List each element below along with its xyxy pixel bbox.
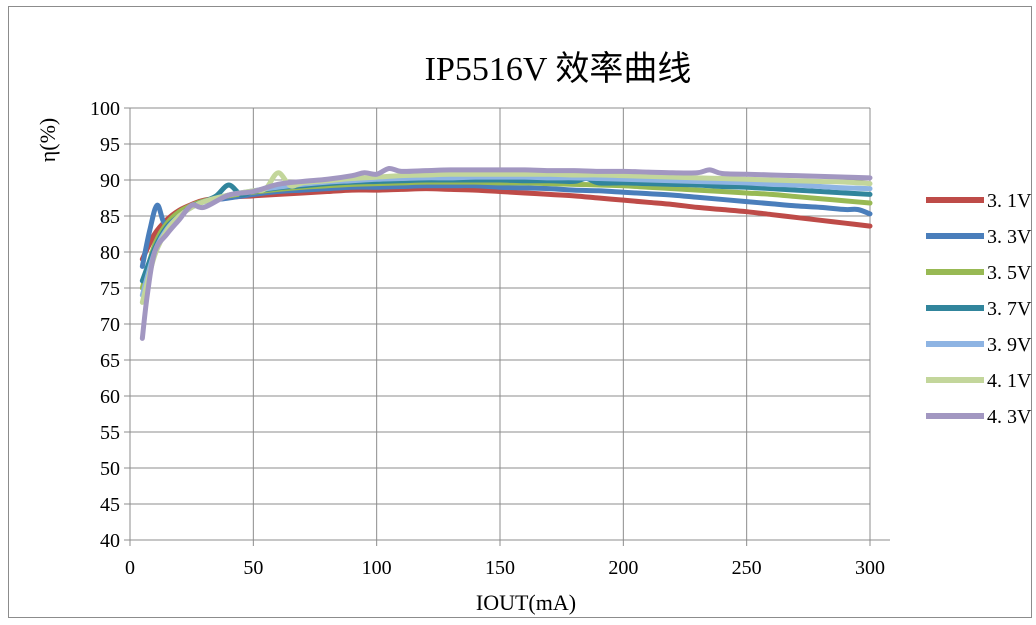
x-axis-title: IOUT(mA) xyxy=(476,590,576,615)
y-tick-label: 95 xyxy=(100,134,120,156)
legend-label: 3. 3V xyxy=(987,226,1032,248)
y-tick-label: 70 xyxy=(100,314,120,336)
series-line-1 xyxy=(139,186,873,262)
y-tick-label: 60 xyxy=(100,386,120,408)
chart-frame xyxy=(8,6,1032,618)
legend: 3. 1V 3. 3V 3. 5V 3. 7V 3. 9V 4. 1V 4. 3V xyxy=(926,190,1032,428)
y-tick-label: 90 xyxy=(100,170,120,192)
series-layer xyxy=(139,165,873,341)
series-line-7 xyxy=(139,165,873,341)
legend-label: 4. 3V xyxy=(987,406,1032,428)
x-tick-label: 100 xyxy=(362,557,392,579)
y-axis-title: η(%) xyxy=(35,118,60,162)
y-tick-label: 75 xyxy=(100,278,120,300)
axis-layer: 40 45 50 55 60 65 70 75 80 85 90 95 100 0 50 100 150 200 2… xyxy=(90,98,890,579)
x-tick-label: 300 xyxy=(855,557,885,579)
legend-label: 4. 1V xyxy=(987,370,1032,392)
chart-title: IP5516V 效率曲线 xyxy=(425,50,692,88)
x-tick-label: 0 xyxy=(125,557,135,579)
x-tick-label: 200 xyxy=(608,557,638,579)
y-tick-label: 40 xyxy=(100,530,120,552)
y-tick-label: 85 xyxy=(100,206,120,228)
legend-label: 3. 5V xyxy=(987,262,1032,284)
legend-label: 3. 1V xyxy=(987,190,1032,212)
legend-label: 3. 9V xyxy=(987,334,1032,356)
x-tick-label: 50 xyxy=(243,557,263,579)
legend-label: 3. 7V xyxy=(987,298,1032,320)
x-tick-label: 250 xyxy=(732,557,762,579)
y-tick-label: 65 xyxy=(100,350,120,372)
x-tick-label: 150 xyxy=(485,557,515,579)
y-tick-label: 45 xyxy=(100,494,120,516)
y-tick-label: 50 xyxy=(100,458,120,480)
y-tick-label: 100 xyxy=(90,98,120,120)
y-tick-label: 55 xyxy=(100,422,120,444)
y-tick-label: 80 xyxy=(100,242,120,264)
